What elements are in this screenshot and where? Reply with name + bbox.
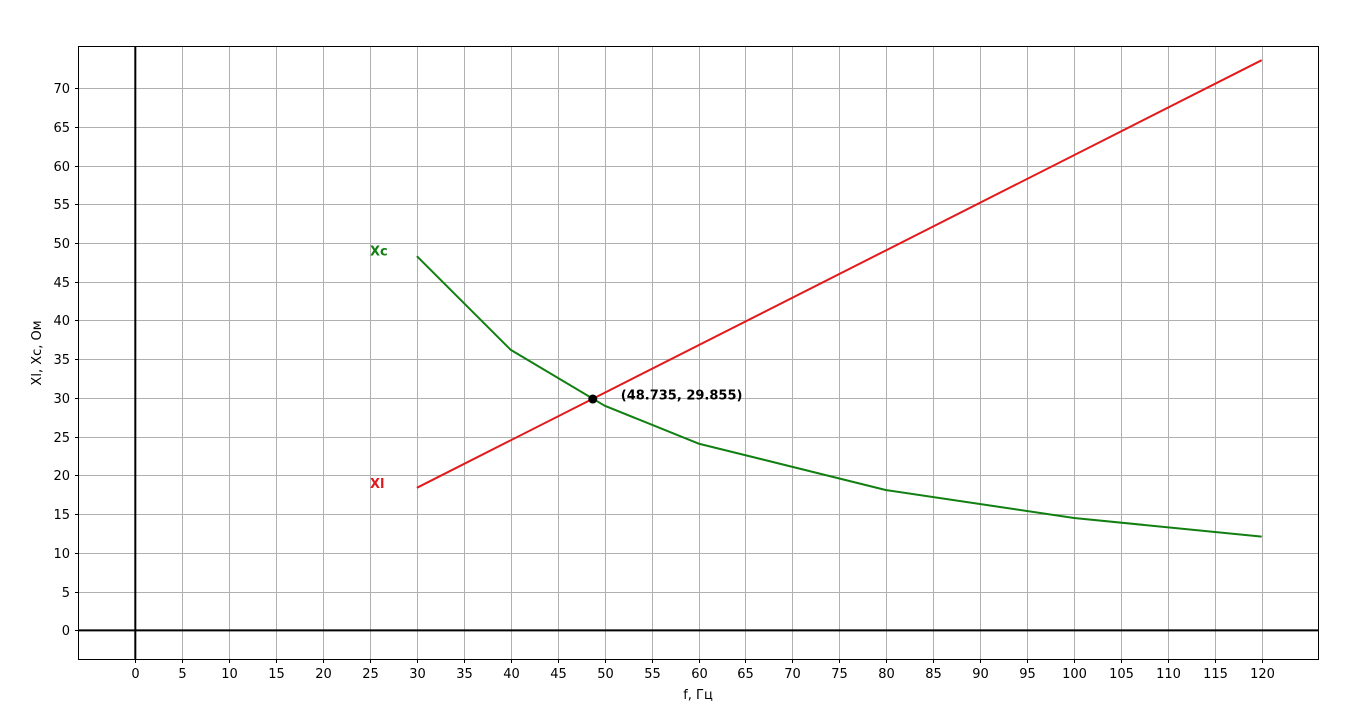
- x-axis-title: f, Гц: [683, 688, 713, 703]
- x-tick-label: 20: [315, 667, 332, 682]
- y-tick-label: 0: [62, 624, 70, 639]
- y-tick-label: 20: [53, 469, 70, 484]
- series-line-xc: [416, 255, 1262, 538]
- y-tick-label: 5: [62, 586, 70, 601]
- x-tick-label: 75: [831, 667, 848, 682]
- x-tick-label: 80: [878, 667, 895, 682]
- ticks: 0 5 10 15 20 25 30 35 40 45 50 55 60 65 70 75 80 85 90 95 10…: [53, 82, 1274, 682]
- x-tick-label: 40: [503, 667, 520, 682]
- plot-frame: [78, 46, 1319, 660]
- zero-axes: [79, 47, 1318, 659]
- x-tick-label: 60: [691, 667, 708, 682]
- intersection-point: [588, 394, 598, 404]
- intersection-label: (48.735, 29.855): [621, 389, 743, 404]
- y-tick-label: 65: [53, 121, 70, 136]
- series-label-xl: Xl: [370, 477, 384, 492]
- y-tick-label: 60: [53, 160, 70, 175]
- y-tick-label: 45: [53, 276, 70, 291]
- series-line-xl: [416, 59, 1263, 489]
- x-tick-label: 120: [1250, 667, 1275, 682]
- annotations: (48.735, 29.855): [588, 389, 742, 404]
- series-label-xc: Xc: [370, 245, 388, 260]
- y-tick-label: 35: [53, 353, 70, 368]
- y-tick-label: 15: [53, 508, 70, 523]
- x-tick-label: 25: [362, 667, 379, 682]
- y-tick-label: 10: [53, 547, 70, 562]
- x-tick-label: 105: [1109, 667, 1134, 682]
- series-group: Xl Xc: [370, 59, 1263, 538]
- x-tick-label: 100: [1062, 667, 1087, 682]
- x-tick-label: 65: [737, 667, 754, 682]
- x-tick-label: 50: [597, 667, 614, 682]
- x-tick-label: 95: [1019, 667, 1036, 682]
- x-tick-label: 0: [131, 667, 139, 682]
- y-tick-label: 70: [53, 82, 70, 97]
- y-tick-label: 25: [53, 431, 70, 446]
- x-tick-label: 110: [1156, 667, 1181, 682]
- y-tick-label: 55: [53, 198, 70, 213]
- x-tick-label: 45: [550, 667, 567, 682]
- y-tick-label: 50: [53, 237, 70, 252]
- x-tick-label: 90: [972, 667, 989, 682]
- y-axis-title: Xl, Xc, Ом: [30, 320, 45, 385]
- x-tick-label: 5: [178, 667, 186, 682]
- x-tick-label: 30: [409, 667, 426, 682]
- x-tick-label: 10: [221, 667, 238, 682]
- x-tick-label: 15: [268, 667, 285, 682]
- x-tick-label: 70: [784, 667, 801, 682]
- x-tick-label: 115: [1203, 667, 1228, 682]
- x-tick-label: 35: [456, 667, 473, 682]
- y-tick-label: 40: [53, 314, 70, 329]
- x-tick-label: 55: [644, 667, 661, 682]
- x-tick-label: 85: [925, 667, 942, 682]
- y-tick-label: 30: [53, 392, 70, 407]
